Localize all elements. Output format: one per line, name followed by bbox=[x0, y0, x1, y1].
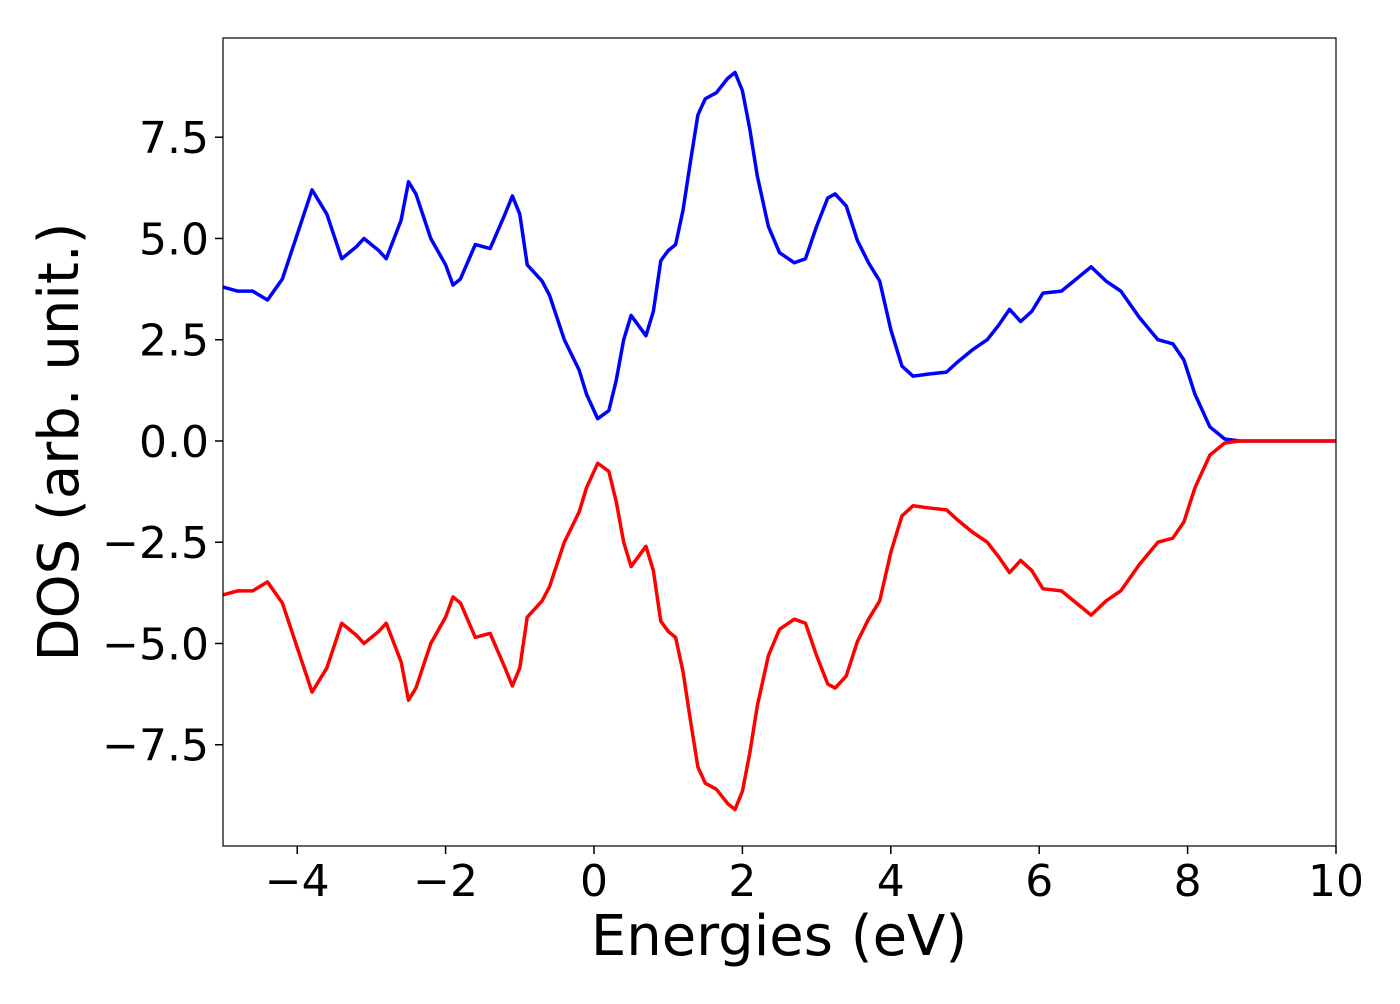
series-line bbox=[223, 70, 1336, 443]
x-tick-label: 4 bbox=[877, 856, 905, 907]
y-tick-label: 5.0 bbox=[139, 214, 209, 265]
x-tick-label: 10 bbox=[1308, 856, 1364, 907]
x-tick-label: 2 bbox=[728, 856, 756, 907]
y-tick-label: −2.5 bbox=[102, 518, 209, 569]
y-tick-label: 7.5 bbox=[139, 113, 209, 164]
plot-frame bbox=[222, 37, 1337, 847]
y-tick-label: −5.0 bbox=[102, 619, 209, 670]
x-tick-label: −2 bbox=[413, 856, 478, 907]
series-line bbox=[223, 439, 1336, 812]
x-tick-label: 8 bbox=[1174, 856, 1202, 907]
y-tick-label: −7.5 bbox=[102, 721, 209, 772]
x-axis-label: Energies (eV) bbox=[591, 904, 967, 969]
x-tick-label: −4 bbox=[265, 856, 330, 907]
y-axis-label: DOS (arb. unit.) bbox=[27, 222, 92, 661]
x-tick-label: 6 bbox=[1025, 856, 1053, 907]
y-tick-label: 0.0 bbox=[139, 417, 209, 468]
x-tick-label: 0 bbox=[580, 856, 608, 907]
y-tick-label: 2.5 bbox=[139, 316, 209, 367]
